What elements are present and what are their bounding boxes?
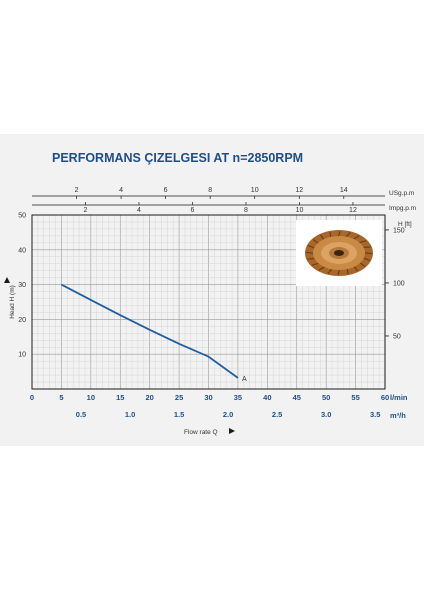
series-line-A: [60, 283, 239, 379]
usgpm-tick-label: 12: [295, 187, 303, 194]
m3h-tick-label: 0.5: [76, 410, 86, 419]
x-axis-label: Flow rate Q: [184, 429, 218, 436]
y-tick-label: 30: [18, 282, 26, 289]
x-tick-label: 20: [145, 393, 153, 402]
y-ft-tick-label: 50: [393, 333, 401, 340]
y-ft-tick-label: 150: [393, 227, 405, 234]
x-tick-label: 30: [204, 393, 212, 402]
x-tick-label: 40: [263, 393, 271, 402]
series-label-A: A: [242, 376, 247, 383]
x-axis-ticks: 0 5 10 15 20 25 30 35 40 45 50 55 60 0.5 1.0 1.5 2.0 2.5 3…: [30, 393, 389, 419]
plot-frame: [31, 214, 386, 390]
x-tick-label: 55: [351, 393, 359, 402]
impeller-image: [296, 220, 382, 286]
y-tick-label: 50: [18, 213, 26, 220]
impgpm-axis-label: Impg.p.m: [389, 205, 416, 212]
usgpm-tick-label: 8: [208, 187, 212, 194]
x-tick-label: 0: [30, 393, 34, 402]
y-ft-axis-label: H [ft]: [398, 221, 412, 228]
x-tick-label: 45: [293, 393, 301, 402]
x-tick-label: 35: [234, 393, 242, 402]
m3h-tick-label: 3.5: [370, 410, 380, 419]
usgpm-tick-label: 6: [164, 187, 168, 194]
m3h-tick-label: 1.0: [125, 410, 135, 419]
x-tick-label: 50: [322, 393, 330, 402]
m3h-axis-label: m³/h: [390, 411, 406, 420]
y-tick-label: 20: [18, 317, 26, 324]
x-tick-label: 25: [175, 393, 183, 402]
arrow-right-icon: [229, 428, 235, 434]
x-tick-label: 15: [116, 393, 124, 402]
m3h-tick-label: 1.5: [174, 410, 184, 419]
arrow-up-icon: [4, 277, 10, 283]
x-tick-label: 10: [87, 393, 95, 402]
m3h-tick-label: 2.5: [272, 410, 282, 419]
usgpm-tick-label: 4: [119, 187, 123, 194]
x-tick-label: 60: [381, 393, 389, 402]
y-tick-label: 10: [18, 352, 26, 359]
usgpm-tick-label: 10: [251, 187, 259, 194]
top-axis-ticks: 2 4 6 8 10 12 14 2 4 6 8 10 12: [75, 187, 357, 214]
y-axis-ticks: 10 20 30 40 50: [18, 213, 26, 359]
m3h-tick-label: 2.0: [223, 410, 233, 419]
impgpm-tick-label: 4: [137, 207, 141, 214]
y-ft-tick-label: 100: [393, 280, 405, 287]
usgpm-tick-label: 2: [75, 187, 79, 194]
impgpm-tick-label: 10: [296, 207, 304, 214]
y-axis-label: Head H (m): [9, 285, 16, 319]
x-tick-label: 5: [59, 393, 63, 402]
usgpm-axis-label: USg.p.m: [389, 190, 414, 197]
impgpm-tick-label: 12: [349, 207, 357, 214]
impgpm-tick-label: 2: [84, 207, 88, 214]
m3h-tick-label: 3.0: [321, 410, 331, 419]
lpm-axis-label: l/min: [390, 393, 408, 402]
usgpm-tick-label: 14: [340, 187, 348, 194]
impgpm-tick-label: 8: [244, 207, 248, 214]
chart-title: PERFORMANS ÇIZELGESI AT n=2850RPM: [52, 151, 303, 165]
y-tick-label: 40: [18, 247, 26, 254]
y-ft-axis-ticks: 50 100 150: [385, 227, 405, 340]
impgpm-tick-label: 6: [191, 207, 195, 214]
